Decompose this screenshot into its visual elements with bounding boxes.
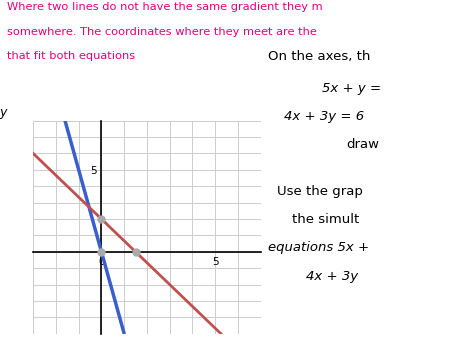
Text: Use the grap: Use the grap — [277, 185, 363, 198]
Text: 5x + y =: 5x + y = — [322, 82, 382, 95]
Text: y: y — [0, 105, 7, 119]
Text: draw: draw — [346, 138, 379, 152]
Text: Where two lines do not have the same gradient they m: Where two lines do not have the same gra… — [7, 2, 323, 12]
Text: equations 5x +: equations 5x + — [268, 241, 369, 255]
Text: the simult: the simult — [292, 213, 359, 226]
Text: 4x + 3y = 6: 4x + 3y = 6 — [284, 110, 365, 123]
Text: that fit both equations: that fit both equations — [7, 51, 135, 61]
Text: 4x + 3y: 4x + 3y — [306, 270, 358, 283]
Text: On the axes, th: On the axes, th — [268, 50, 370, 63]
Text: somewhere. The coordinates where they meet are the: somewhere. The coordinates where they me… — [7, 27, 317, 37]
